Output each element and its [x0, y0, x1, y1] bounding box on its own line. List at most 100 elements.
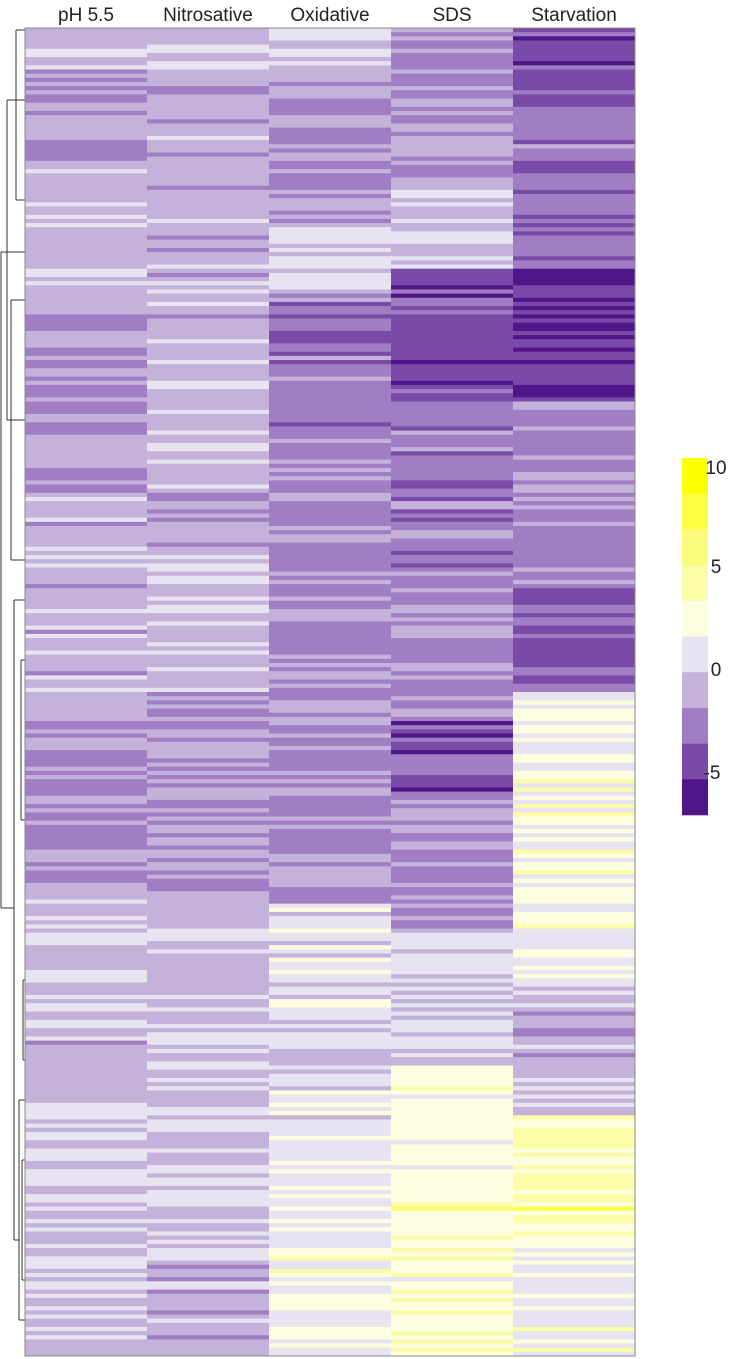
heatmap-cell: [391, 181, 513, 187]
heatmap-cell: [269, 364, 391, 369]
heatmap-cell: [269, 1073, 391, 1079]
heatmap-cell: [147, 542, 269, 548]
heatmap-cell: [391, 1235, 513, 1241]
heatmap-cell: [147, 961, 269, 967]
heatmap-cell: [25, 1098, 147, 1104]
heatmap-cell: [25, 750, 147, 755]
heatmap-cell: [25, 833, 147, 838]
heatmap-cell: [269, 945, 391, 950]
heatmap-cell: [391, 160, 513, 166]
heatmap-cell: [147, 1165, 269, 1170]
heatmap-cell: [25, 729, 147, 734]
heatmap-cell: [147, 907, 269, 913]
heatmap-cell: [25, 194, 147, 199]
heatmap-cell: [147, 69, 269, 75]
heatmap-cell: [147, 243, 269, 249]
heatmap-cell: [147, 351, 269, 357]
heatmap-cell: [513, 613, 635, 618]
heatmap-cell: [269, 164, 391, 170]
heatmap-cell: [269, 169, 391, 174]
heatmap-cell: [513, 351, 635, 357]
heatmap-cell: [25, 115, 147, 120]
heatmap-cell: [391, 928, 513, 934]
heatmap-cell: [269, 526, 391, 531]
heatmap-cell: [391, 812, 513, 817]
heatmap-cell: [513, 256, 635, 261]
heatmap-cell: [147, 895, 269, 900]
heatmap-cell: [391, 517, 513, 523]
heatmap-cell: [147, 488, 269, 494]
heatmap-cell: [269, 741, 391, 747]
heatmap-cell: [25, 733, 147, 739]
heatmap-cell: [269, 65, 391, 70]
heatmap-cell: [391, 521, 513, 527]
heatmap-cell: [25, 476, 147, 481]
heatmap-cell: [269, 579, 391, 585]
heatmap-cell: [147, 1235, 269, 1241]
legend-tick-10: 10: [705, 458, 726, 479]
heatmap-cell: [25, 376, 147, 382]
heatmap-cell: [513, 202, 635, 207]
heatmap-cell: [147, 1160, 269, 1166]
heatmap-cell: [25, 1094, 147, 1100]
heatmap-cell: [391, 509, 513, 514]
heatmap-cell: [391, 1094, 513, 1100]
heatmap-cell: [391, 65, 513, 70]
heatmap-cell: [147, 1231, 269, 1237]
heatmap-cell: [25, 828, 147, 834]
heatmap-cell: [513, 546, 635, 552]
heatmap-cell: [269, 1310, 391, 1315]
heatmap-cell: [513, 1198, 635, 1203]
heatmap-cell: [269, 833, 391, 838]
heatmap-cell: [513, 463, 635, 469]
heatmap-cell: [25, 57, 147, 62]
colorscale-swatch: [682, 743, 708, 780]
heatmap-cell: [513, 1248, 635, 1253]
heatmap-cell: [25, 538, 147, 543]
colorscale-swatch: [682, 600, 708, 637]
heatmap-cell: [25, 799, 147, 805]
heatmap-cell: [25, 787, 147, 792]
heatmap-cell: [513, 364, 635, 369]
heatmap-cell: [391, 600, 513, 606]
heatmap-cell: [513, 945, 635, 950]
heatmap-cell: [513, 878, 635, 884]
heatmap-cell: [513, 994, 635, 1000]
heatmap-cell: [391, 534, 513, 539]
heatmap-cell: [391, 32, 513, 37]
heatmap-cell: [391, 1351, 513, 1357]
heatmap-cell: [513, 783, 635, 788]
heatmap-cell: [513, 559, 635, 564]
heatmap-cell: [147, 1131, 269, 1137]
heatmap-cell: [269, 990, 391, 996]
heatmap-cell: [513, 1156, 635, 1162]
heatmap-cell: [391, 833, 513, 838]
heatmap-cell: [269, 1090, 391, 1095]
heatmap-cell: [147, 604, 269, 610]
heatmap-cell: [147, 322, 269, 328]
heatmap-cell: [513, 214, 635, 220]
heatmap-cell: [147, 127, 269, 133]
heatmap-cell: [269, 1069, 391, 1075]
heatmap-cell: [25, 306, 147, 311]
heatmap-cell: [147, 1185, 269, 1191]
heatmap-cell: [391, 115, 513, 120]
heatmap-cell: [269, 1140, 391, 1145]
heatmap-cell: [513, 754, 635, 759]
heatmap-cell: [147, 252, 269, 257]
heatmap-cell: [391, 1065, 513, 1071]
heatmap-cell: [391, 376, 513, 382]
heatmap-cell: [513, 837, 635, 842]
heatmap-cell: [513, 629, 635, 635]
heatmap-cell: [391, 513, 513, 519]
heatmap-cell: [147, 135, 269, 141]
heatmap-cell: [25, 198, 147, 203]
heatmap-cell: [513, 1069, 635, 1075]
heatmap-cell: [391, 1048, 513, 1054]
heatmap-cell: [147, 1293, 269, 1299]
heatmap-cell: [513, 57, 635, 62]
heatmap-cell: [391, 488, 513, 494]
heatmap-cell: [25, 1289, 147, 1295]
heatmap-cell: [391, 745, 513, 751]
heatmap-cell: [25, 642, 147, 647]
